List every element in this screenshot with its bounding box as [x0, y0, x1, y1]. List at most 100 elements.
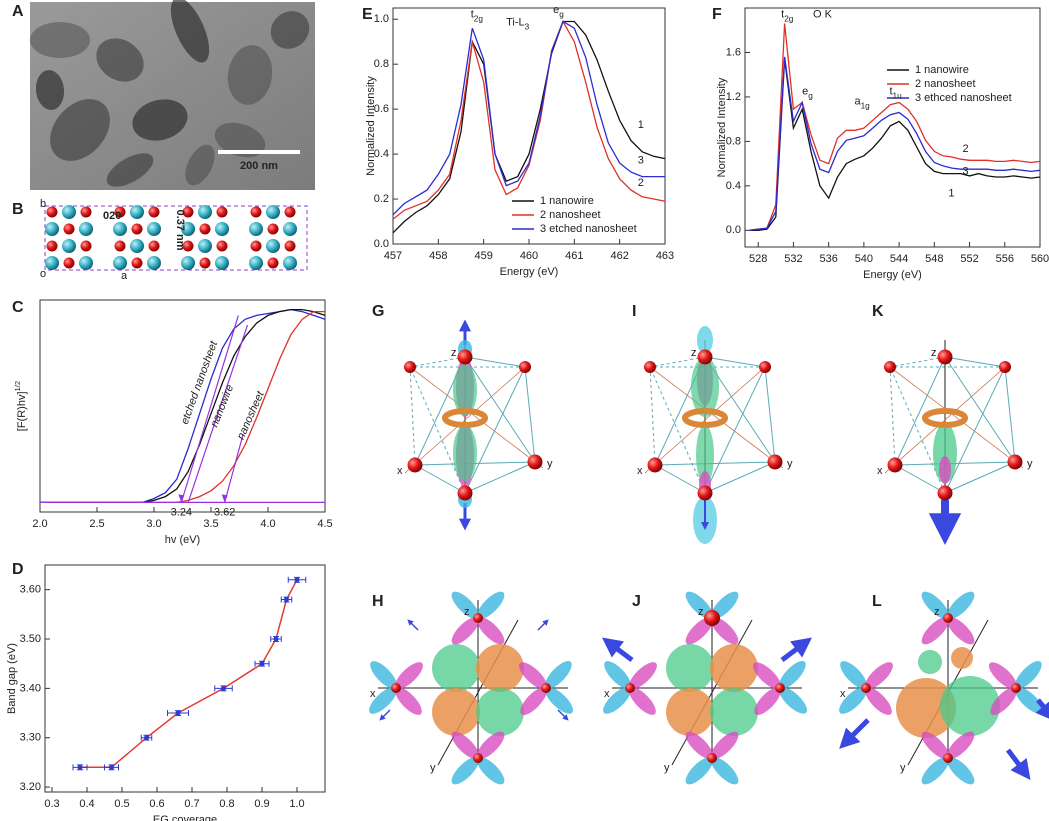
x-tick-label: 462 — [610, 250, 628, 262]
oxygen-atom — [887, 457, 903, 473]
octahedron-edge — [464, 366, 526, 494]
octahedron-edge — [654, 464, 706, 494]
particle — [270, 11, 310, 49]
ti-atom — [215, 222, 229, 236]
orbital-lobe — [453, 425, 477, 481]
oxygen-atom — [457, 485, 473, 501]
orbital-lobe — [779, 686, 808, 714]
x-tick-label: 536 — [819, 253, 837, 265]
x-tick-label: 552 — [960, 253, 978, 265]
oxygen-atom — [707, 753, 717, 763]
annotation-sub: 2g — [784, 14, 794, 23]
x-tick-label: 457 — [384, 250, 402, 262]
orbital-lobe — [432, 644, 480, 692]
annotation-sub: g — [808, 91, 813, 100]
ti-atom — [181, 222, 195, 236]
o-atom — [199, 223, 211, 235]
ti-atom — [266, 205, 280, 219]
axis-letter: z — [691, 347, 697, 359]
orbital-lobe — [778, 660, 806, 689]
axis-letter: x — [840, 688, 846, 700]
orbital-lobe — [839, 687, 867, 714]
orbital-lobe — [865, 662, 893, 689]
axis-letter: z — [451, 347, 457, 359]
oxygen-atom — [527, 454, 543, 470]
octahedron-edge — [704, 366, 766, 494]
tangent-arrow — [221, 494, 228, 503]
ti-atom — [181, 256, 195, 270]
orbital-lobe — [603, 687, 631, 714]
plot-frame — [44, 564, 326, 793]
orbital-lobe — [710, 688, 758, 736]
oxygen-atom — [943, 753, 953, 763]
curve-label: 2 — [638, 177, 644, 189]
y-tick-label: 1.0 — [374, 13, 389, 25]
axis-line — [437, 619, 519, 766]
ti-atom — [45, 222, 59, 236]
ti-atom — [79, 222, 93, 236]
legend-label: 3 ethced nanosheet — [915, 92, 1012, 104]
curve-label: 3 — [638, 155, 644, 167]
o-atom — [63, 257, 75, 269]
orbital-lobe — [451, 757, 479, 785]
ti-atom — [198, 205, 212, 219]
x-tick-label: 1.0 — [289, 798, 304, 810]
annotation-sub: 3 — [525, 22, 530, 31]
annotation-sub: 1g — [861, 101, 871, 110]
o-atom — [131, 257, 143, 269]
series-line — [749, 23, 1041, 231]
legend-label: 1 nanowire — [915, 64, 969, 76]
axis-letter: x — [877, 465, 883, 477]
orbital-lobe — [477, 757, 505, 785]
annotation: O K — [813, 9, 833, 21]
orbital-lobe — [629, 662, 657, 689]
torus — [922, 408, 968, 428]
orbital-lobe — [951, 647, 973, 669]
panel-label: C — [12, 299, 24, 316]
orbital-lobe — [520, 687, 548, 716]
data-point — [221, 685, 226, 691]
orbital-lobe — [477, 617, 505, 645]
curve-label: 1 — [948, 188, 954, 200]
y-tick-label: 3.20 — [20, 781, 41, 793]
x-tick-label: 540 — [855, 253, 873, 265]
axis-letter: b — [40, 198, 46, 210]
ti-atom — [249, 222, 263, 236]
axis-line — [671, 619, 753, 766]
octahedron-edge — [944, 366, 1006, 494]
torus — [442, 408, 488, 428]
spin-arrowhead — [1010, 758, 1031, 780]
octahedron-edge — [1004, 366, 1016, 463]
octahedron-edge — [649, 366, 706, 494]
orbital-lobe — [711, 731, 739, 759]
orbital-lobe — [990, 687, 1018, 716]
octahedron-edge — [944, 461, 1016, 494]
plot-frame — [744, 7, 1041, 248]
y-tick-label: 1.6 — [726, 46, 741, 58]
y-tick-label: 0.8 — [726, 135, 741, 147]
axis-line — [409, 366, 544, 469]
oxygen-atom — [473, 753, 483, 763]
annotation-sub: 1u — [893, 91, 903, 100]
orbital-lobe — [711, 757, 739, 785]
y-tick-label: 0.4 — [374, 148, 389, 160]
oxygen-atom — [884, 361, 896, 373]
orbital-lobe — [921, 591, 949, 619]
oxygen-atom — [775, 683, 785, 693]
orbital-lobe — [629, 687, 656, 715]
x-tick-label: 0.3 — [44, 798, 59, 810]
octahedron-edge — [894, 464, 946, 494]
oxygen-atom — [407, 457, 423, 473]
orbital-lobe — [940, 676, 1000, 736]
origin-label: o — [40, 268, 46, 280]
orbital-lobe — [685, 591, 713, 619]
x-tick-label: 528 — [749, 253, 767, 265]
oxygen-atom — [697, 349, 713, 365]
particle — [132, 99, 188, 141]
y-tick-label: 0.2 — [374, 193, 389, 205]
oxygen-atom — [704, 610, 720, 626]
y-tick-label: 0.6 — [374, 103, 389, 115]
oxygen-atom — [391, 683, 401, 693]
axis-letter: y — [900, 762, 906, 774]
